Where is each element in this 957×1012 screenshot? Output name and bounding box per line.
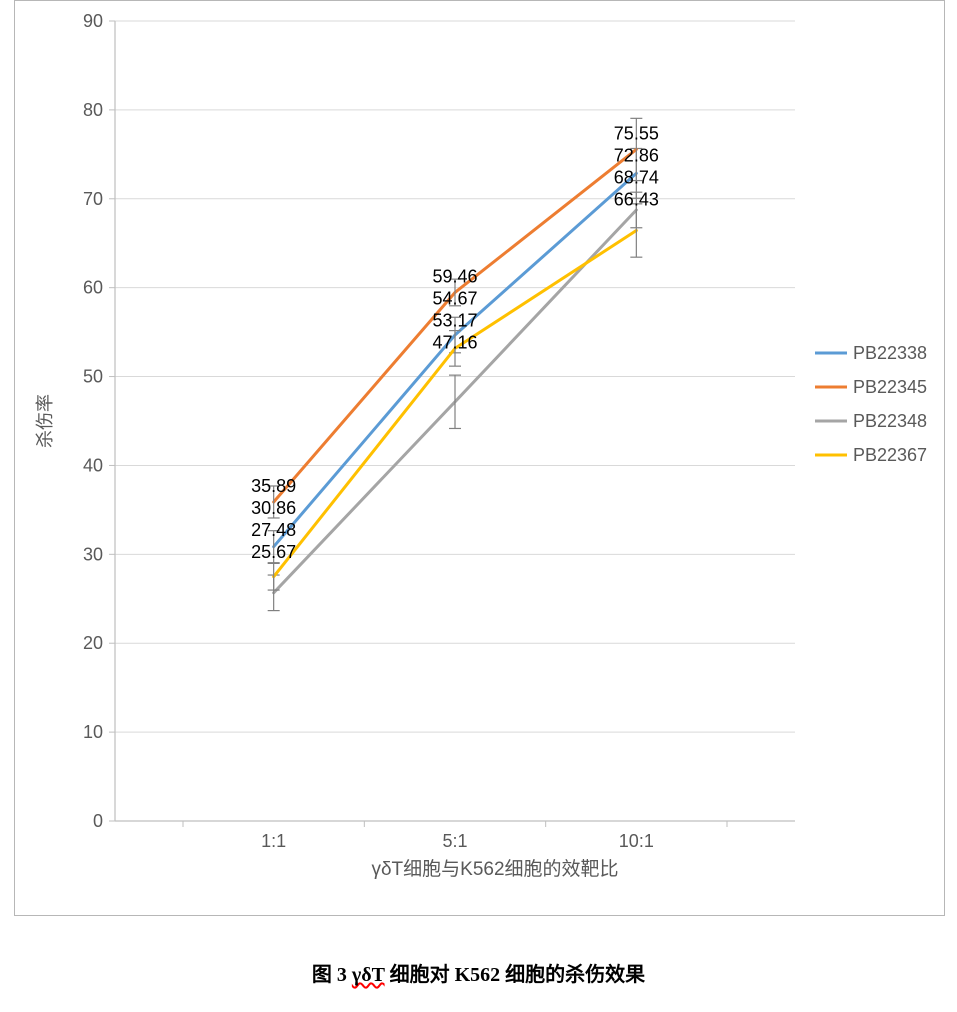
svg-text:70: 70 [83, 189, 103, 209]
svg-text:40: 40 [83, 455, 103, 475]
svg-text:59.46: 59.46 [432, 266, 477, 286]
svg-text:53.17: 53.17 [432, 310, 477, 330]
svg-text:10:1: 10:1 [619, 831, 654, 851]
svg-text:γδT细胞与K562细胞的效靶比: γδT细胞与K562细胞的效靶比 [371, 858, 618, 880]
svg-text:杀伤率: 杀伤率 [35, 394, 55, 448]
line-chart: 0 10 20 30 40 50 60 70 80 90 1:1 5:1 10:1γδT细胞与K562细… [15, 1, 944, 915]
svg-text:50: 50 [83, 367, 103, 387]
caption-suffix: 细胞对 K562 细胞的杀伤效果 [385, 964, 646, 986]
svg-text:68.74: 68.74 [614, 167, 659, 187]
svg-text:20: 20 [83, 633, 103, 653]
svg-text:27.48: 27.48 [251, 520, 296, 540]
svg-text:PB22345: PB22345 [853, 377, 927, 397]
svg-text:35.89: 35.89 [251, 476, 296, 496]
figure-caption: 图 3 γδT 细胞对 K562 细胞的杀伤效果 [0, 958, 957, 987]
svg-text:54.67: 54.67 [432, 288, 477, 308]
svg-text:75.55: 75.55 [614, 123, 659, 143]
page: 0 10 20 30 40 50 60 70 80 90 1:1 5:1 10:1γδT细胞与K562细… [0, 0, 957, 1012]
svg-text:60: 60 [83, 278, 103, 298]
svg-text:80: 80 [83, 100, 103, 120]
svg-text:25.67: 25.67 [251, 542, 296, 562]
svg-text:5:1: 5:1 [442, 831, 467, 851]
chart-container: 0 10 20 30 40 50 60 70 80 90 1:1 5:1 10:1γδT细胞与K562细… [14, 0, 945, 916]
svg-text:47.16: 47.16 [432, 332, 477, 352]
svg-text:PB22367: PB22367 [853, 445, 927, 465]
svg-text:1:1: 1:1 [261, 831, 286, 851]
svg-text:72.86: 72.86 [614, 145, 659, 165]
svg-text:30.86: 30.86 [251, 498, 296, 518]
caption-underlined: γδT [352, 964, 385, 986]
caption-prefix: 图 3 [312, 964, 352, 986]
svg-text:PB22338: PB22338 [853, 343, 927, 363]
svg-text:PB22348: PB22348 [853, 411, 927, 431]
svg-text:30: 30 [83, 544, 103, 564]
svg-text:66.43: 66.43 [614, 189, 659, 209]
svg-text:90: 90 [83, 11, 103, 31]
svg-text:0: 0 [93, 811, 103, 831]
svg-text:10: 10 [83, 722, 103, 742]
